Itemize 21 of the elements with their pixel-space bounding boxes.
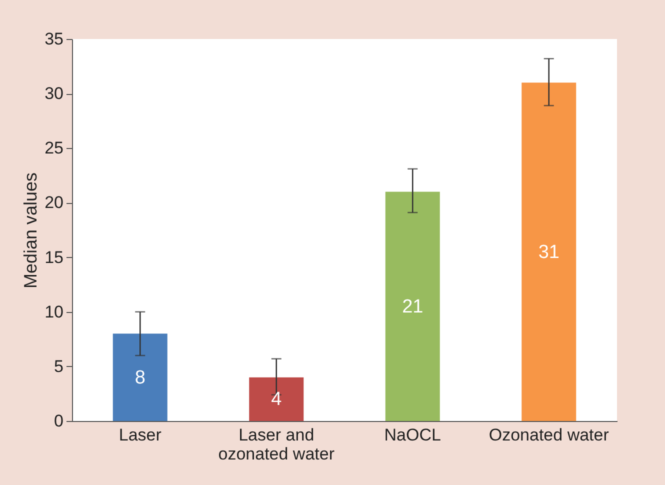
x-tick-label: Ozonated water: [488, 426, 610, 444]
data-label: 21: [402, 296, 424, 318]
y-tick-label: 0: [54, 412, 64, 430]
bar: [112, 334, 168, 421]
y-tick-label: 5: [54, 356, 64, 376]
y-tick-label: 35: [44, 30, 64, 48]
data-label: 31: [538, 242, 560, 263]
bar: [249, 377, 304, 421]
y-tick-label: 30: [44, 84, 64, 104]
y-axis-title: Median values: [20, 172, 41, 289]
y-tick-label: 20: [44, 193, 64, 212]
data-label: 8: [134, 367, 146, 388]
bar: [522, 82, 576, 421]
x-tick-label: NaOCL: [384, 426, 441, 444]
bar: [385, 192, 440, 421]
x-tick-label: Laser and ozonated water: [218, 426, 335, 464]
y-tick-label: 10: [44, 302, 64, 322]
y-tick-label: 15: [44, 248, 64, 267]
y-tick-label: 25: [44, 138, 64, 158]
x-tick-label: Laser: [118, 426, 162, 444]
data-label: 4: [271, 389, 282, 410]
